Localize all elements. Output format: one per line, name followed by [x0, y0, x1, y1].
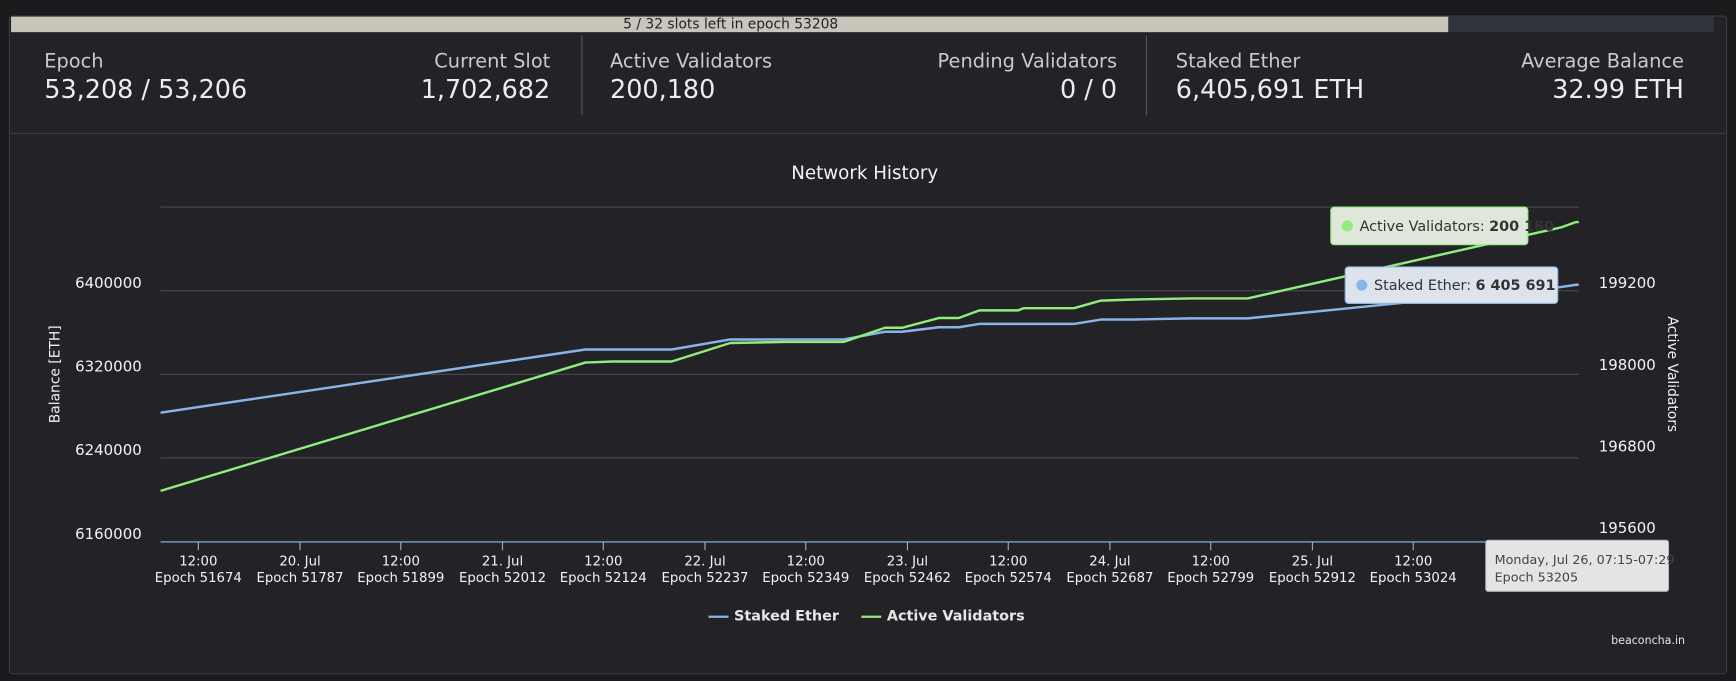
stat-label: Pending Validators [938, 50, 1118, 73]
stat-value: 32.99 ETH [1552, 75, 1684, 105]
stat-label: Staked Ether [1176, 50, 1301, 73]
x-tick-label: 25. Jul [1292, 554, 1333, 569]
x-tick-sublabel: Epoch 52687 [1066, 571, 1153, 586]
x-tick-label: 12:00 [1192, 554, 1230, 569]
tooltip-label: Active Validators: [1360, 219, 1485, 235]
y-tick-label: 6240000 [75, 441, 142, 459]
progress-fill [11, 16, 1449, 33]
x-tick-label: 12:00 [1394, 554, 1432, 569]
x-tick-sublabel: Epoch 53024 [1370, 571, 1457, 586]
x-tick-sublabel: Epoch 51787 [256, 571, 343, 586]
y2-tick-label: 198000 [1599, 356, 1656, 374]
y-tick-label: 6400000 [75, 274, 142, 292]
y-axis-title: Balance [ETH] [47, 325, 63, 423]
y-tick-label: 6160000 [75, 525, 142, 543]
tooltip-dot [1341, 220, 1353, 232]
x-tick-label: 12:00 [989, 554, 1027, 569]
x-tick-sublabel: Epoch 52237 [661, 571, 748, 586]
tooltip-text: Staked Ether: 6 405 691 [1374, 278, 1556, 294]
x-tick-label: 12:00 [382, 554, 420, 569]
x-tick-label: 12:00 [179, 554, 217, 569]
x-tick-label: 24. Jul [1089, 554, 1130, 569]
tooltip-text: Active Validators: 200 180 [1360, 219, 1555, 235]
stat-label: Current Slot [434, 50, 550, 73]
stat-label: Average Balance [1521, 50, 1684, 73]
stat-value: 53,208 / 53,206 [44, 75, 247, 105]
x-tick-sublabel: Epoch 51899 [357, 571, 444, 586]
x-tick-sublabel: Epoch 52462 [864, 571, 951, 586]
progress-text: 5 / 32 slots left in epoch 53208 [623, 16, 838, 32]
stat-value: 6,405,691 ETH [1176, 75, 1364, 105]
y2-axis-title: Active Validators [1664, 316, 1680, 432]
credits: beaconcha.in [1611, 634, 1685, 647]
stat-value: 0 / 0 [1060, 75, 1117, 105]
x-tick-sublabel: Epoch 52124 [560, 571, 647, 586]
chart-title: Network History [791, 163, 938, 184]
tooltip-box [1330, 206, 1529, 246]
tooltip-box [1344, 266, 1559, 304]
x-tick-sublabel: Epoch 52349 [762, 571, 849, 586]
x-tick-label: 22. Jul [684, 554, 725, 569]
x-tooltip-box [1485, 539, 1670, 592]
tooltip-dot [1356, 279, 1368, 291]
series-line [160, 220, 1579, 493]
x-tick-label: 12:00 [584, 554, 622, 569]
y2-tick-label: 196800 [1599, 437, 1656, 455]
legend-label: Staked Ether [734, 609, 840, 625]
x-tick-sublabel: Epoch 52912 [1269, 571, 1356, 586]
stat-value: 1,702,682 [421, 75, 551, 105]
legend-label: Active Validators [887, 609, 1025, 625]
series-line [160, 283, 1579, 414]
x-tick-label: 21. Jul [482, 554, 523, 569]
y-tick-label: 6320000 [75, 358, 142, 376]
x-tick-sublabel: Epoch 52574 [965, 571, 1052, 586]
tooltip-value: 6 405 691 [1475, 278, 1555, 294]
x-tooltip-subtitle: Epoch 53205 [1495, 570, 1578, 585]
tooltip-value: 200 180 [1489, 219, 1554, 235]
x-tick-sublabel: Epoch 52799 [1167, 571, 1254, 586]
x-tick-label: 23. Jul [887, 554, 928, 569]
x-tick-sublabel: Epoch 52012 [459, 571, 546, 586]
stat-label: Epoch [44, 50, 103, 73]
x-tooltip-title: Monday, Jul 26, 07:15-07:29 [1495, 553, 1675, 568]
stat-label: Active Validators [610, 50, 772, 73]
x-tick-label: 12:00 [787, 554, 825, 569]
panel [8, 15, 1728, 675]
x-tick-label: 20. Jul [279, 554, 320, 569]
tooltip-label: Staked Ether: [1374, 278, 1471, 294]
y2-tick-label: 199200 [1599, 274, 1656, 292]
x-tick-sublabel: Epoch 51674 [155, 571, 242, 586]
stat-value: 200,180 [610, 75, 715, 105]
y2-tick-label: 195600 [1599, 519, 1656, 537]
